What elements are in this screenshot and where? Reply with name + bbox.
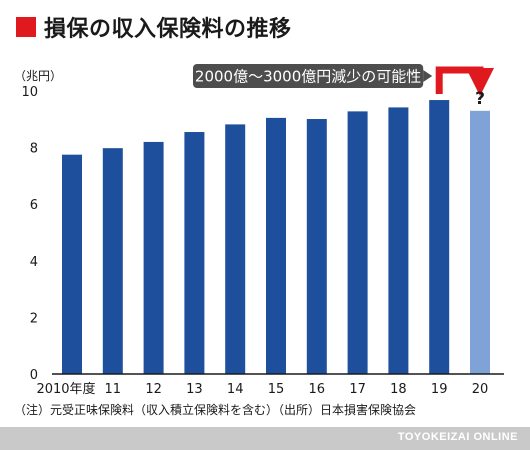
x-tick-label: 12 <box>145 382 162 397</box>
x-tick-label: 11 <box>105 382 122 397</box>
x-tick-label: 17 <box>349 382 366 397</box>
y-axis-unit-label: （兆円） <box>14 69 62 83</box>
x-tick-label: 18 <box>390 382 407 397</box>
bars <box>62 100 490 374</box>
x-tick-label: 2010年度 <box>36 381 95 397</box>
y-tick-label: 0 <box>30 368 38 383</box>
bar <box>143 141 164 374</box>
x-tick-label: 19 <box>431 382 448 397</box>
title-row: 損保の収入保険料の推移 <box>16 12 292 42</box>
annotation-callout <box>193 64 424 88</box>
y-tick-label: 10 <box>21 85 38 100</box>
bar <box>306 119 327 374</box>
annotation-callout-tail <box>423 70 433 82</box>
annotation-text: 2000億～3000億円減少の可能性 <box>195 68 421 86</box>
y-tick-label: 8 <box>30 142 38 157</box>
chart-title: 損保の収入保険料の推移 <box>44 17 292 42</box>
bar-estimate <box>470 110 490 374</box>
decrease-arrow <box>435 66 494 96</box>
bar <box>266 117 286 374</box>
bar <box>347 111 368 374</box>
estimate-question-mark: ? <box>475 89 485 109</box>
footnote: （注）元受正味保険料（収入積立保険料を含む）（出所）日本損害保険協会 <box>14 403 417 417</box>
x-tick-label: 14 <box>227 382 244 397</box>
bar <box>388 107 409 374</box>
bar <box>225 124 246 374</box>
bar <box>429 100 450 374</box>
x-tick-label: 20 <box>472 382 489 397</box>
source-credit: TOYOKEIZAI ONLINE <box>397 431 518 443</box>
source-bar: TOYOKEIZAI ONLINE <box>0 427 530 450</box>
bar <box>102 148 123 374</box>
bar <box>184 132 205 374</box>
x-tick-label: 15 <box>268 382 285 397</box>
y-axis-ticks: 0 2 4 6 8 10 <box>21 85 38 383</box>
y-tick-label: 4 <box>30 255 38 270</box>
y-tick-label: 2 <box>30 311 38 326</box>
x-tick-label: 13 <box>186 382 203 397</box>
y-tick-label: 6 <box>30 198 38 213</box>
title-marker <box>16 17 36 37</box>
x-tick-label: 16 <box>309 382 326 397</box>
x-axis-ticks: 2010年度 11 12 13 14 15 16 17 18 19 20 <box>36 381 488 397</box>
bar <box>62 154 82 374</box>
